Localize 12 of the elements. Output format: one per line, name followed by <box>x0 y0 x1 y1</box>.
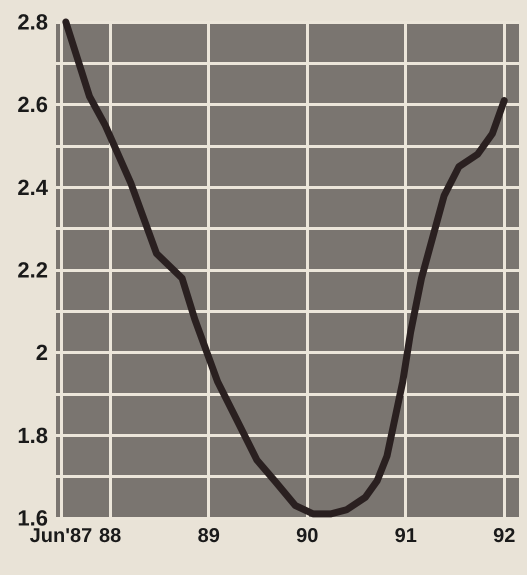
x-tick-label: 90 <box>296 525 318 547</box>
x-tick-label: Jun'87 <box>30 525 92 547</box>
y-tick-label: 2 <box>36 340 48 366</box>
y-tick-label: 1.8 <box>17 422 48 448</box>
y-tick-label: 2.6 <box>17 92 48 118</box>
y-tick-label: 2.8 <box>17 10 48 34</box>
x-tick-label: 88 <box>99 525 122 547</box>
x-tick-label: 91 <box>394 525 417 547</box>
x-tick-label: 92 <box>493 525 516 547</box>
x-tick-label: 89 <box>198 525 220 547</box>
y-tick-label: 2.4 <box>17 174 49 200</box>
y-tick-label: 2.2 <box>17 258 48 282</box>
